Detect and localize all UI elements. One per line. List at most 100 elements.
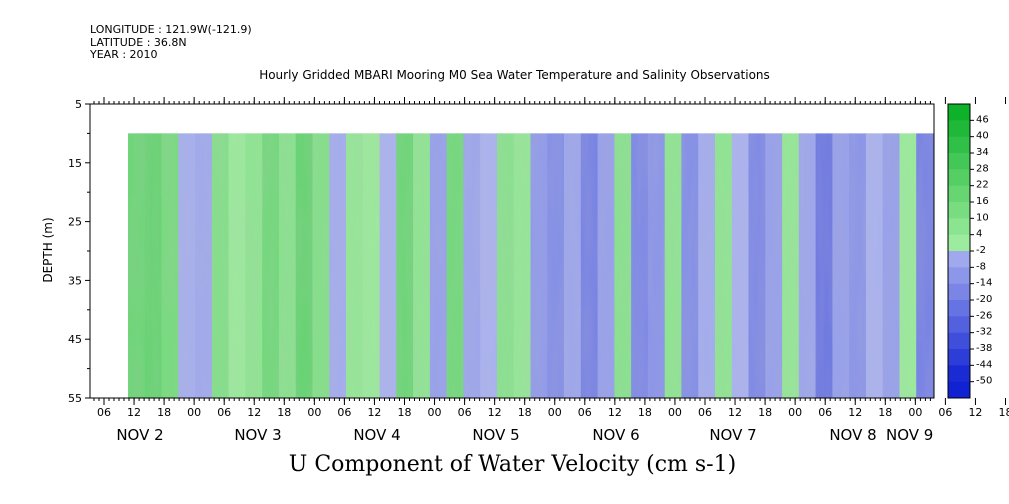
colorbar-label: 4 <box>976 229 982 240</box>
x-tick-label: 00 <box>307 406 321 419</box>
heatmap-cell <box>362 133 381 398</box>
colorbar-swatch <box>948 381 970 399</box>
colorbar-swatch <box>948 136 970 154</box>
heatmap-cell <box>748 133 766 398</box>
colorbar-swatch <box>948 316 970 334</box>
x-tick-label: 00 <box>908 406 922 419</box>
heatmap-cell <box>446 133 464 398</box>
colorbar-label: -32 <box>976 327 992 338</box>
heatmap-cell <box>211 133 230 398</box>
x-tick-label: 06 <box>698 406 712 419</box>
heatmap-cell <box>178 133 196 398</box>
heatmap-cell <box>614 133 632 398</box>
heatmap <box>128 133 934 398</box>
colorbar-swatch <box>948 349 970 366</box>
colorbar-label: 16 <box>976 196 989 207</box>
colorbar-swatch <box>948 120 970 138</box>
day-label: NOV 4 <box>353 426 400 444</box>
heatmap-cell <box>681 133 699 398</box>
x-tick-label: 06 <box>217 406 231 419</box>
colorbar-swatch <box>948 218 970 236</box>
x-tick-label: 06 <box>458 406 472 419</box>
y-tick-label: 55 <box>68 392 82 405</box>
heatmap-cell <box>865 133 884 398</box>
y-axis: 5 15 25 35 45 55 <box>68 98 90 405</box>
x-tick-label: 18 <box>398 406 412 419</box>
x-tick-label: 12 <box>968 406 982 419</box>
y-axis-label: DEPTH (m) <box>41 217 55 282</box>
heatmap-cell <box>429 133 448 398</box>
heatmap-cell <box>396 133 414 398</box>
day-label: NOV 7 <box>709 426 756 444</box>
heatmap-cell <box>832 133 850 398</box>
heatmap-cell <box>463 133 481 398</box>
variable-title: U Component of Water Velocity (cm s-1) <box>288 452 737 477</box>
heatmap-cell <box>765 133 783 398</box>
colorbar-label: 34 <box>976 147 989 158</box>
colorbar-swatch <box>948 283 970 301</box>
heatmap-cell <box>195 133 213 398</box>
y-tick-label: 15 <box>68 157 82 170</box>
location-info: LONGITUDE : 121.9W(-121.9) LATITUDE : 36… <box>90 23 252 62</box>
heatmap-cell <box>597 133 615 398</box>
x-tick-label: 12 <box>848 406 862 419</box>
plot-area <box>89 103 935 399</box>
colorbar-label: -2 <box>976 245 986 256</box>
heatmap-cell <box>782 133 800 398</box>
heatmap-cell <box>731 133 750 398</box>
day-label: NOV 5 <box>472 426 519 444</box>
heatmap-cell <box>547 133 565 398</box>
x-tick-label: 18 <box>638 406 652 419</box>
heatmap-cell <box>329 133 347 398</box>
x-tick-label: 12 <box>367 406 381 419</box>
x-tick-label: 06 <box>818 406 832 419</box>
heatmap-cell <box>262 133 280 398</box>
colorbar-swatch <box>948 185 970 203</box>
x-tick-label: 06 <box>97 406 111 419</box>
colorbar-label: -50 <box>976 376 992 387</box>
colorbar-swatch <box>948 234 970 252</box>
heatmap-cell <box>580 133 599 398</box>
day-label: NOV 6 <box>592 426 639 444</box>
heatmap-cell <box>161 133 179 398</box>
day-label: NOV 2 <box>116 426 163 444</box>
colorbar-swatch <box>948 104 970 121</box>
heatmap-cell <box>698 133 716 398</box>
heatmap-cell <box>295 133 314 398</box>
heatmap-cell <box>916 133 934 398</box>
colorbar-label: -44 <box>976 359 992 370</box>
colorbar-label: -14 <box>976 278 992 289</box>
latitude-label: LATITUDE : 36.8N <box>90 35 187 49</box>
colorbar: 46 40 34 28 22 16 10 4 -2 -8 -14 -20 -26 -32 -38 -44 -50 <box>947 103 992 399</box>
heatmap-cell <box>497 133 515 398</box>
colorbar-swatch <box>948 267 970 285</box>
colorbar-swatch <box>948 251 970 268</box>
x-tick-label: 12 <box>488 406 502 419</box>
x-tick-label: 18 <box>277 406 291 419</box>
x-tick-label: 06 <box>938 406 952 419</box>
x-tick-label: 12 <box>127 406 141 419</box>
y-tick-label: 5 <box>75 98 82 111</box>
heatmap-cell <box>798 133 817 398</box>
heatmap-cell <box>530 133 548 398</box>
colorbar-swatch <box>948 153 970 170</box>
x-tick-label: 00 <box>187 406 201 419</box>
heatmap-cell <box>278 133 297 398</box>
heatmap-cell <box>144 133 163 398</box>
x-tick-label: 06 <box>337 406 351 419</box>
x-tick-label: 18 <box>878 406 892 419</box>
heatmap-cell <box>312 133 330 398</box>
colorbar-label: 22 <box>976 180 989 191</box>
x-tick-label: 00 <box>548 406 562 419</box>
heatmap-cell <box>664 133 683 398</box>
colorbar-swatch <box>948 300 970 317</box>
x-tick-label: 06 <box>578 406 592 419</box>
heatmap-cell <box>128 133 146 398</box>
heatmap-cell <box>228 133 246 398</box>
x-tick-label: 00 <box>788 406 802 419</box>
heatmap-cell <box>882 133 901 398</box>
colorbar-label: -8 <box>976 261 986 272</box>
x-tick-label: 00 <box>668 406 682 419</box>
heatmap-cell <box>631 133 649 398</box>
